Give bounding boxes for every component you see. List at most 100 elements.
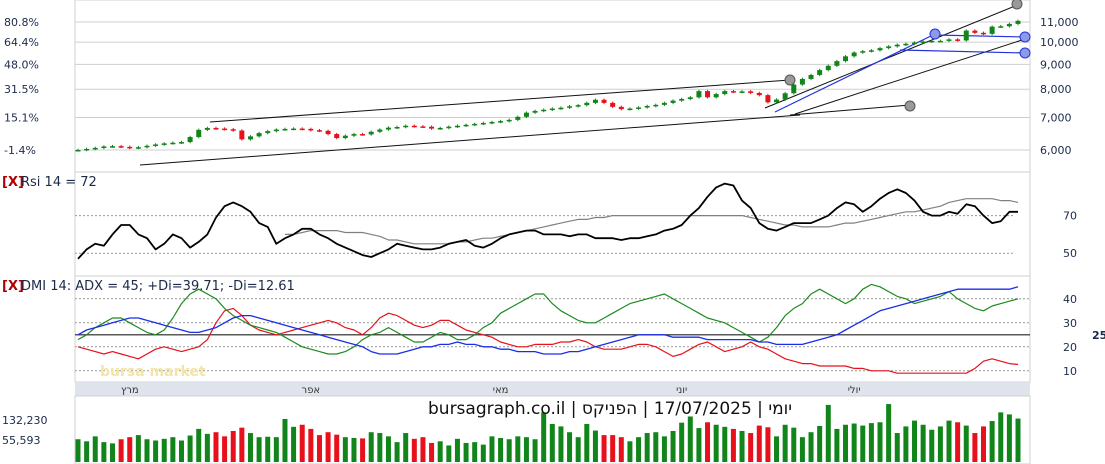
candle-body	[627, 108, 633, 111]
candle-body	[377, 129, 383, 132]
candle-body	[403, 125, 409, 128]
volume-bar	[170, 437, 176, 462]
dmi-close-button[interactable]: [X]	[2, 279, 24, 294]
candle-body	[178, 142, 184, 144]
rsi-close-button[interactable]: [X]	[2, 175, 24, 190]
rsi-line	[77, 182, 1018, 260]
candle-body	[472, 123, 478, 126]
month-label: מרץ	[121, 385, 139, 396]
candle-body	[912, 42, 918, 45]
candle-body	[196, 129, 202, 138]
volume-bar	[187, 435, 193, 462]
volume-bar	[480, 444, 486, 462]
candle-body	[282, 128, 288, 131]
volume-bar	[368, 432, 374, 462]
candle-body	[894, 44, 900, 47]
candle-body	[316, 130, 322, 132]
candle-body	[308, 128, 314, 131]
candle-body	[937, 40, 943, 43]
candle-body	[920, 41, 926, 43]
volume-bar	[748, 433, 754, 462]
volume-bar	[342, 437, 348, 462]
rsi-right-tick: 70	[1063, 210, 1077, 223]
axis-tick-labels: 11,000 80.8% 10,000 64.4% 9,000 48.0% 8,000 31.…	[2, 16, 1105, 447]
volume-bar	[877, 422, 883, 462]
volume-bar	[437, 441, 443, 462]
candle-body	[360, 134, 366, 136]
price-left-tick: 64.4%	[4, 36, 39, 49]
candle-body	[644, 105, 650, 108]
volume-bar	[627, 441, 633, 462]
volume-bar	[610, 435, 616, 462]
volume-bar	[282, 418, 288, 462]
rsi-ma-line	[285, 198, 1019, 245]
volume-bar	[360, 438, 366, 462]
volume-bar	[722, 426, 728, 462]
candle-body	[506, 119, 512, 122]
volume-bar	[291, 426, 297, 462]
candle-body	[239, 130, 245, 140]
volume-bar	[351, 438, 357, 462]
volume-bar	[454, 438, 460, 462]
candle-body	[903, 43, 909, 46]
volume-bar	[394, 442, 400, 462]
candle-body	[299, 128, 305, 131]
price-right-tick: 8,000	[1040, 83, 1072, 96]
candle-body	[592, 99, 598, 103]
volume-bar	[256, 437, 262, 462]
volume-bar	[756, 425, 762, 462]
candle-body	[351, 134, 357, 136]
candle-body	[101, 146, 107, 149]
volume-bar	[325, 432, 331, 462]
candle-body	[851, 52, 857, 57]
volume-bar	[981, 426, 987, 462]
volume-bar	[636, 437, 642, 462]
volume-bar	[377, 433, 383, 462]
volume-left-tick: 132,230	[2, 414, 48, 427]
candle-body	[213, 127, 219, 130]
volume-bar	[273, 437, 279, 462]
volume-bar	[161, 438, 167, 462]
volume-left-tick: 55,593	[2, 434, 41, 447]
candle-body	[187, 137, 193, 143]
candle-body	[334, 134, 340, 139]
candle-body	[144, 145, 150, 148]
candle-body	[963, 30, 969, 41]
rsi-right-tick: 50	[1063, 247, 1077, 260]
candle-body	[730, 91, 736, 93]
volume-bar	[592, 430, 598, 462]
volume-bar	[843, 424, 849, 462]
volume-bar	[299, 424, 305, 462]
volume-bar	[222, 436, 228, 462]
candle-body	[523, 112, 529, 117]
volume-bar	[791, 427, 797, 462]
adx-line	[77, 286, 1019, 355]
footer-caption: יומי | 17/07/2025 | הפניקס | bursagraph.…	[428, 399, 792, 419]
volume-bar	[247, 433, 253, 462]
volume-bar	[316, 435, 322, 462]
volume-bar	[1006, 414, 1012, 462]
candle-body	[575, 105, 581, 107]
candle-body	[610, 102, 616, 107]
dmi-right-tick: 20	[1063, 341, 1077, 354]
candle-body	[480, 122, 486, 125]
candle-body	[489, 122, 495, 124]
volume-bar	[385, 436, 391, 462]
dmi-right-tick: 10	[1063, 365, 1077, 378]
candle-body	[549, 108, 555, 111]
volume-bar	[178, 440, 184, 462]
candle-body	[204, 127, 210, 130]
volume-bar	[498, 438, 504, 462]
candle-body	[1015, 20, 1021, 24]
volume-bar	[204, 433, 210, 462]
candle-body	[446, 126, 452, 129]
candle-body	[437, 127, 443, 130]
volume-bar	[1015, 418, 1021, 462]
candle-body	[498, 121, 504, 123]
candle-body	[84, 148, 90, 151]
trendline	[139, 114, 801, 166]
volume-bar	[75, 439, 81, 462]
candle-body	[843, 56, 849, 62]
candle-body	[515, 116, 521, 120]
volume-bar	[584, 423, 590, 462]
